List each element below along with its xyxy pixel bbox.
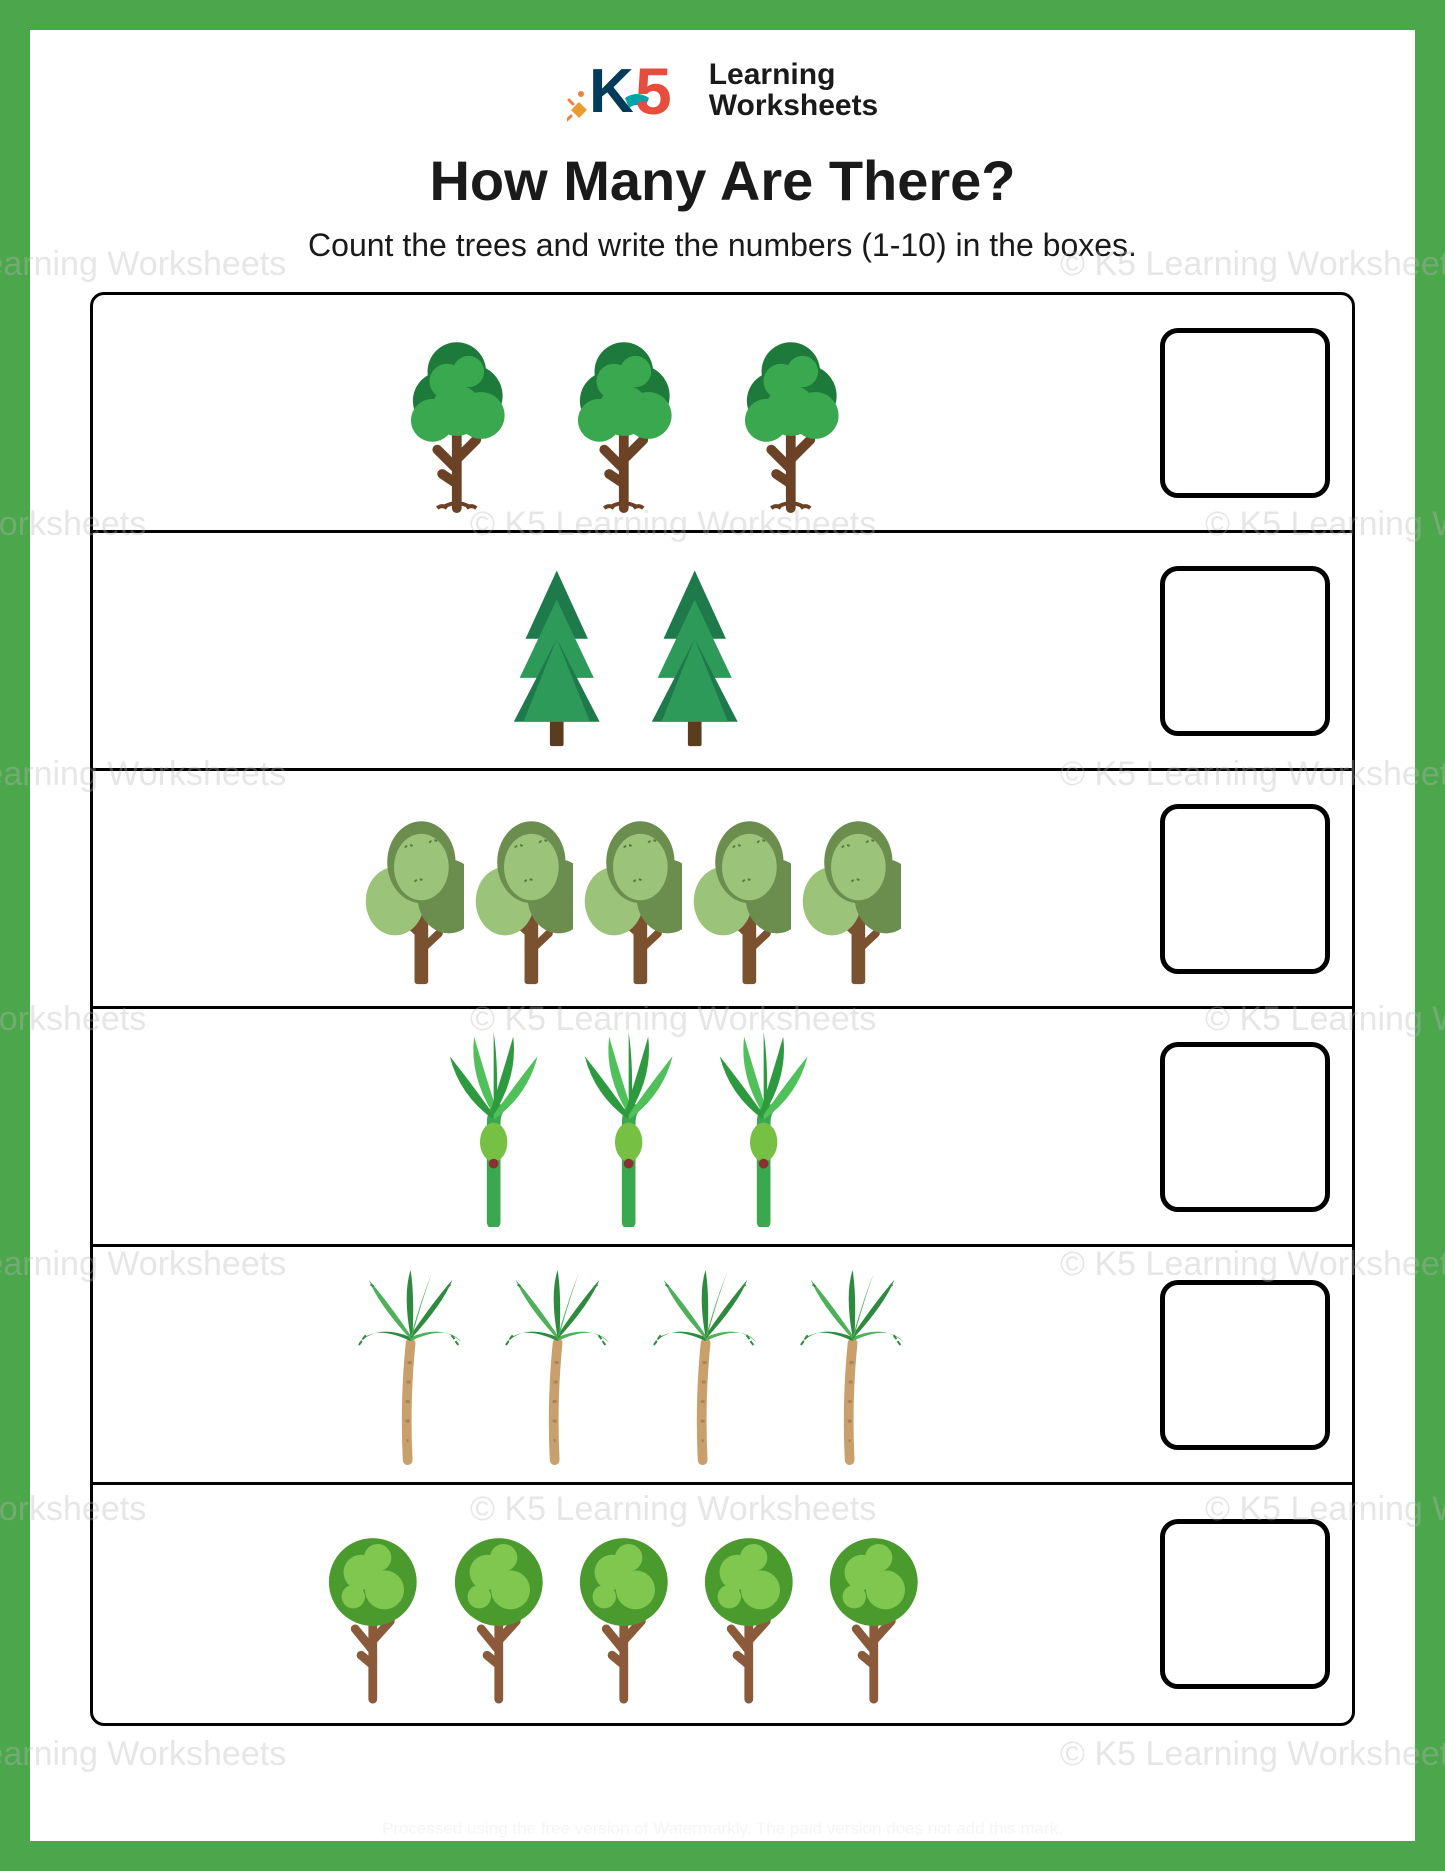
round-tree-icon bbox=[825, 1504, 932, 1704]
answer-box[interactable] bbox=[1160, 1519, 1330, 1689]
trees-area bbox=[115, 785, 1142, 992]
trees-area bbox=[115, 547, 1142, 754]
answer-box[interactable] bbox=[1160, 328, 1330, 498]
worksheet-row bbox=[93, 1485, 1352, 1723]
logo-line2: Worksheets bbox=[709, 90, 879, 122]
bushy-tree-icon bbox=[466, 789, 573, 989]
bushy-tree-icon bbox=[684, 789, 791, 989]
answer-box[interactable] bbox=[1160, 804, 1330, 974]
palm-tree-icon bbox=[796, 1265, 903, 1465]
worksheet-grid bbox=[90, 292, 1355, 1726]
trees-area bbox=[115, 1023, 1142, 1230]
answer-box[interactable] bbox=[1160, 566, 1330, 736]
oak-tree-icon bbox=[742, 313, 849, 513]
round-tree-icon bbox=[450, 1504, 557, 1704]
round-tree-icon bbox=[575, 1504, 682, 1704]
round-tree-icon bbox=[700, 1504, 807, 1704]
watermark-footer: Processed using the free version of Wate… bbox=[0, 1819, 1445, 1839]
banana-tree-icon bbox=[440, 1027, 547, 1227]
bushy-tree-icon bbox=[793, 789, 900, 989]
palm-tree-icon bbox=[354, 1265, 461, 1465]
svg-text:5: 5 bbox=[635, 54, 672, 128]
trees-area bbox=[115, 1261, 1142, 1468]
pine-tree-icon bbox=[506, 551, 613, 751]
logo-line1: Learning bbox=[709, 59, 879, 91]
trees-area bbox=[115, 1499, 1142, 1709]
logo-text: Learning Worksheets bbox=[709, 59, 879, 122]
worksheet-row bbox=[93, 1009, 1352, 1247]
page-title: How Many Are There? bbox=[90, 148, 1355, 213]
answer-box[interactable] bbox=[1160, 1280, 1330, 1450]
bushy-tree-icon bbox=[575, 789, 682, 989]
answer-box[interactable] bbox=[1160, 1042, 1330, 1212]
worksheet-row bbox=[93, 533, 1352, 771]
oak-tree-icon bbox=[408, 313, 515, 513]
worksheet-row bbox=[93, 771, 1352, 1009]
banana-tree-icon bbox=[575, 1027, 682, 1227]
logo-mark: K 5 bbox=[567, 50, 697, 130]
palm-tree-icon bbox=[649, 1265, 756, 1465]
logo: K 5 Learning Worksheets bbox=[90, 50, 1355, 130]
bushy-tree-icon bbox=[356, 789, 463, 989]
oak-tree-icon bbox=[575, 313, 682, 513]
worksheet-row bbox=[93, 1247, 1352, 1485]
svg-text:K: K bbox=[589, 57, 634, 126]
trees-area bbox=[115, 309, 1142, 516]
pine-tree-icon bbox=[644, 551, 751, 751]
instructions: Count the trees and write the numbers (1… bbox=[90, 227, 1355, 264]
banana-tree-icon bbox=[710, 1027, 817, 1227]
palm-tree-icon bbox=[501, 1265, 608, 1465]
round-tree-icon bbox=[324, 1504, 431, 1704]
worksheet-row bbox=[93, 295, 1352, 533]
